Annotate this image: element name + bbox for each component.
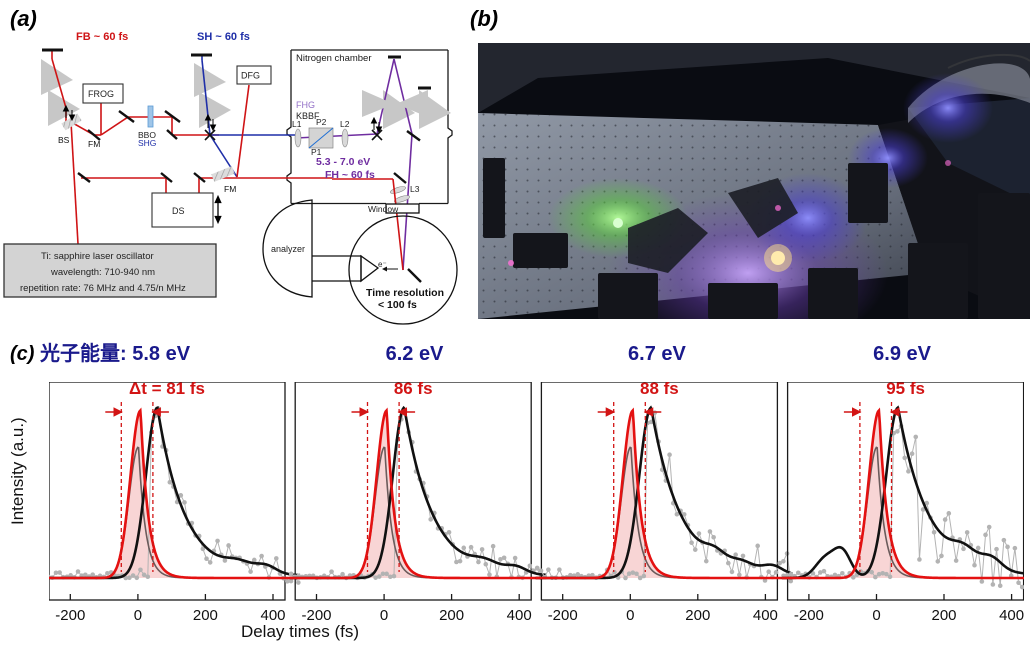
- svg-text:-200: -200: [794, 606, 824, 623]
- svg-text:6.7 eV: 6.7 eV: [628, 343, 686, 365]
- svg-text:400: 400: [999, 606, 1024, 623]
- svg-text:-200: -200: [301, 606, 331, 623]
- svg-text:FM: FM: [88, 139, 100, 149]
- svg-text:repetition rate: 76 MHz and 4.: repetition rate: 76 MHz and 4.75/n MHz: [20, 283, 186, 294]
- svg-text:400: 400: [260, 606, 285, 623]
- svg-text:200: 200: [931, 606, 956, 623]
- svg-text:0: 0: [380, 606, 388, 623]
- svg-text:-200: -200: [548, 606, 578, 623]
- svg-text:-200: -200: [55, 606, 85, 623]
- svg-text:88 fs: 88 fs: [640, 382, 679, 398]
- svg-text:200: 200: [685, 606, 710, 623]
- svg-text:FM: FM: [224, 184, 236, 194]
- svg-text:0: 0: [134, 606, 142, 623]
- svg-text:FB ~ 60 fs: FB ~ 60 fs: [76, 31, 128, 43]
- svg-text:86 fs: 86 fs: [394, 382, 433, 398]
- svg-text:FROG: FROG: [88, 89, 114, 99]
- svg-text:wavelength: 710-940 nm: wavelength: 710-940 nm: [50, 267, 155, 278]
- svg-text:L3: L3: [410, 184, 420, 194]
- svg-text:6.9 eV: 6.9 eV: [873, 343, 931, 365]
- svg-text:KBBF: KBBF: [296, 111, 320, 121]
- svg-text:SHG: SHG: [138, 138, 156, 148]
- svg-text:Window: Window: [368, 204, 399, 214]
- svg-text:L2: L2: [340, 119, 350, 129]
- svg-text:(c): (c): [10, 343, 35, 365]
- svg-text:analyzer: analyzer: [271, 244, 305, 254]
- svg-text:BS: BS: [58, 135, 70, 145]
- svg-text:Δt = 81 fs: Δt = 81 fs: [129, 382, 205, 398]
- svg-text:95 fs: 95 fs: [886, 382, 925, 398]
- svg-text:6.2 eV: 6.2 eV: [386, 343, 444, 365]
- svg-text:< 100 fs: < 100 fs: [378, 299, 417, 311]
- svg-text:Ti: sapphire laser oscillator: Ti: sapphire laser oscillator: [41, 251, 154, 262]
- svg-text:200: 200: [193, 606, 218, 623]
- svg-text:SH ~ 60 fs: SH ~ 60 fs: [197, 31, 250, 43]
- svg-text:200: 200: [439, 606, 464, 623]
- svg-text:FHG: FHG: [296, 100, 315, 110]
- svg-text:Time resolution: Time resolution: [366, 287, 444, 299]
- svg-text:400: 400: [753, 606, 778, 623]
- svg-text:光子能量: 5.8 eV: 光子能量: 5.8 eV: [39, 341, 191, 365]
- svg-text:P1: P1: [311, 147, 322, 157]
- svg-text:DFG: DFG: [241, 71, 260, 81]
- svg-text:0: 0: [626, 606, 634, 623]
- svg-text:Nitrogen chamber: Nitrogen chamber: [296, 53, 372, 64]
- svg-text:5.3 - 7.0 eV: 5.3 - 7.0 eV: [316, 156, 370, 168]
- svg-text:DS: DS: [172, 206, 185, 216]
- svg-text:0: 0: [872, 606, 880, 623]
- svg-text:400: 400: [507, 606, 532, 623]
